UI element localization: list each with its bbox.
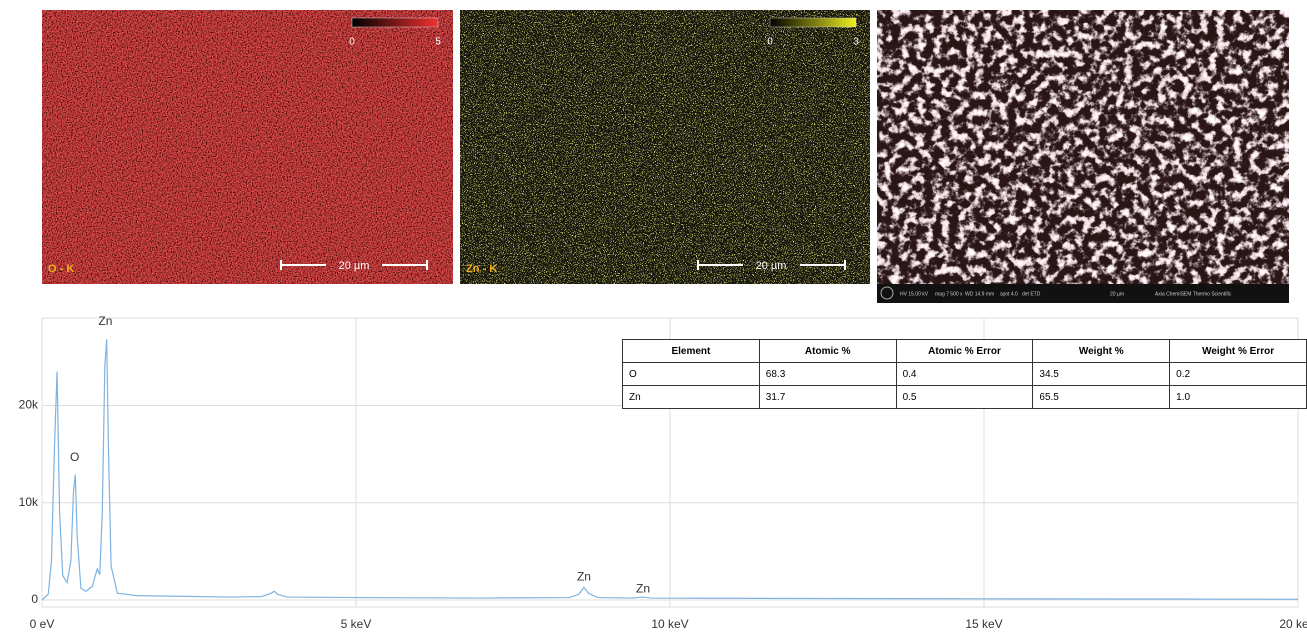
peak-label: Zn [98,314,112,328]
peak-label: O [70,450,79,464]
header-cell: Weight % Error [1170,340,1307,363]
table-cell: 0.5 [896,386,1033,409]
colorbar-min: 0 [349,37,355,48]
figure: 0 5 O - K 20 µm 0 3 Zn - K 20 µm HV 15.0… [0,0,1307,640]
x-tick-label: 15 keV [965,617,1002,631]
map-label: O - K [48,263,74,275]
header-cell: Weight % [1033,340,1170,363]
colorbar-max: 5 [435,37,441,48]
scale-bar: 20 µm [756,260,787,272]
colorbar-max: 3 [853,37,859,48]
info-text: mag 7 500 x [935,291,963,297]
header-cell: Atomic % [759,340,896,363]
table-cell: Zn [623,386,760,409]
x-tick-label: 5 keV [341,617,372,631]
y-tick-label: 20k [19,398,39,412]
x-tick-label: 0 eV [30,617,55,631]
table-cell: O [623,363,760,386]
y-tick-label: 10k [19,495,39,509]
peak-label: Zn [577,570,591,584]
y-tick-label: 0 [31,592,38,606]
info-text: 20 µm [1110,291,1124,297]
table-cell: 68.3 [759,363,896,386]
header-cell: Atomic % Error [896,340,1033,363]
table-cell: 34.5 [1033,363,1170,386]
table-cell: 0.4 [896,363,1033,386]
map-zn: 0 3 Zn - K 20 µm [460,10,870,284]
info-text: HV 15.00 kV [900,291,929,297]
x-tick-label: 20 keV [1279,617,1307,631]
header-cell: Element [623,340,760,363]
table-cell: 0.2 [1170,363,1307,386]
peak-label: Zn [636,581,650,595]
table-cell: 1.0 [1170,386,1307,409]
table-cell: 31.7 [759,386,896,409]
map-label: Zn - K [466,263,497,275]
info-text: det ETD [1022,291,1041,297]
map-o: 0 5 O - K 20 µm [42,10,453,284]
x-tick-label: 10 keV [651,617,688,631]
colorbar-min: 0 [767,37,773,48]
scale-bar: 20 µm [339,260,370,272]
info-text: spot 4.0 [1000,291,1018,297]
info-text: Axia ChemiSEM Thermo Scientific [1155,291,1232,297]
table-cell: 65.5 [1033,386,1170,409]
info-text: WD 14.9 mm [965,291,994,297]
